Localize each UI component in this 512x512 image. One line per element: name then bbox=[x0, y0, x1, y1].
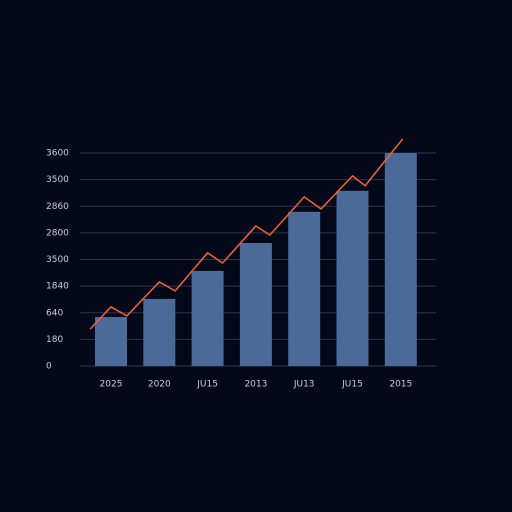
y-tick-label: 3600 bbox=[46, 149, 69, 159]
trend-line bbox=[89, 138, 404, 330]
bar bbox=[95, 317, 127, 366]
bar bbox=[288, 211, 321, 366]
x-tick-label: 2015 bbox=[389, 380, 412, 390]
bar bbox=[239, 242, 272, 366]
y-tick-label: 3500 bbox=[46, 175, 69, 185]
x-tick-label: JU15 bbox=[196, 380, 218, 390]
y-tick-label: 1840 bbox=[46, 282, 69, 292]
x-tick-label: JU13 bbox=[293, 380, 315, 390]
x-tick-label: JU15 bbox=[341, 380, 363, 390]
x-tick-label: 2013 bbox=[244, 380, 267, 390]
y-tick-label: 180 bbox=[46, 335, 63, 345]
y-tick-label: 2860 bbox=[46, 202, 69, 212]
y-tick-label: 3500 bbox=[46, 255, 69, 265]
bar bbox=[384, 153, 417, 366]
bar bbox=[191, 270, 224, 366]
x-tick-label: 2025 bbox=[100, 380, 123, 390]
y-tick-label: 0 bbox=[46, 362, 52, 372]
bar bbox=[143, 298, 176, 366]
y-tick-label: 640 bbox=[46, 308, 63, 318]
x-tick-label: 2020 bbox=[148, 380, 171, 390]
y-tick-label: 2800 bbox=[46, 228, 69, 238]
bar bbox=[336, 190, 369, 366]
